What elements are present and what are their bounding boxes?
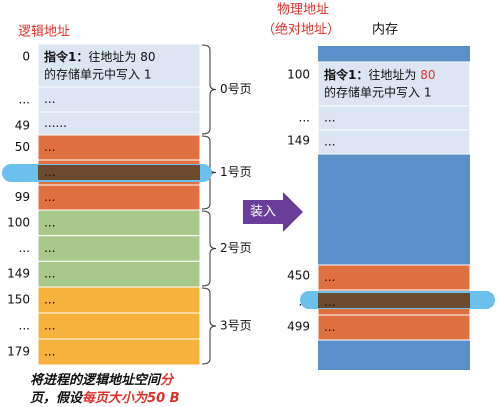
cell-text: ...: [324, 111, 335, 125]
arrow: [243, 192, 303, 232]
instruction-text: 指令1：往地址为 80: [324, 67, 435, 82]
arrow-label: 装入: [250, 205, 276, 220]
address-label: 149: [7, 267, 30, 281]
instruction-text: 的存储单元中写入 1: [324, 85, 431, 100]
address-label: 450: [287, 269, 310, 283]
cell-text: ...: [44, 190, 55, 204]
logical-title: 逻辑地址: [18, 25, 70, 40]
address-label: 149: [287, 134, 310, 148]
physical-title: 物理地址: [277, 3, 329, 18]
caption: 页，假设每页大小为50 B: [30, 390, 180, 406]
page-label: 0号页: [220, 82, 252, 96]
highlight-band: [318, 293, 470, 308]
cell-text: ...: [44, 345, 55, 359]
address-label: 0: [22, 50, 30, 64]
page-label: 3号页: [220, 319, 252, 333]
address-label: ...: [299, 111, 310, 125]
physical-title: （绝对地址）: [262, 22, 340, 38]
address-label: ...: [19, 319, 30, 333]
instruction-part: 往地址为: [368, 67, 420, 82]
cell-text: ...: [44, 241, 55, 255]
memory-cell: [37, 235, 201, 262]
cell-text: ...: [44, 92, 55, 106]
cell-text: ...: [44, 165, 55, 179]
cell-text: ...: [44, 319, 55, 333]
instruction-part: 往地址为: [88, 49, 140, 64]
brace: [201, 210, 217, 287]
address-label: 150: [7, 293, 30, 307]
cell-text: ...: [324, 320, 335, 334]
address-label: 99: [15, 190, 30, 204]
memory-cell: [37, 209, 201, 237]
instruction-part: 80: [420, 68, 435, 82]
memory-cell: [37, 134, 201, 161]
instruction-cell: [37, 43, 201, 88]
memory-cell: [317, 314, 471, 341]
address-label: ...: [19, 241, 30, 255]
memory-cell: [37, 312, 201, 340]
instruction-text: 的存储单元中写入 1: [44, 67, 151, 82]
address-label: 49: [15, 119, 30, 133]
address-label: 100: [7, 215, 30, 229]
memory-cell: [317, 129, 471, 155]
cell-text: ...: [44, 215, 55, 229]
cell-text: ...: [324, 295, 335, 309]
instruction-part: 指令1：: [324, 67, 368, 82]
cell-text: ......: [44, 116, 67, 130]
instruction-text: 指令1：往地址为 80: [44, 49, 155, 64]
page-label: 2号页: [220, 241, 252, 255]
brace: [201, 287, 217, 365]
cell-text: ...: [44, 293, 55, 307]
cell-text: ...: [44, 140, 55, 154]
address-label: 50: [15, 140, 30, 154]
cell-text: ...: [44, 267, 55, 281]
memory-cell: [37, 260, 201, 288]
memory-cell: [317, 264, 471, 291]
brace: [201, 44, 217, 135]
page-label: 1号页: [220, 165, 252, 179]
memory-cell: [37, 286, 201, 314]
caption: 将进程的逻辑地址空间分: [30, 372, 175, 388]
highlight-band: [38, 165, 200, 180]
memory-cell: [317, 105, 471, 131]
memory-cell: [37, 184, 201, 211]
brace: [201, 135, 217, 210]
cell-text: ...: [324, 135, 335, 149]
address-label: 100: [287, 68, 310, 82]
instruction-part: 指令1：: [44, 49, 88, 64]
memory-cell: [37, 338, 201, 366]
address-label: 499: [287, 320, 310, 334]
memory-title: 内存: [372, 22, 398, 38]
memory-cell: [37, 86, 201, 113]
address-label: 179: [7, 345, 30, 359]
instruction-part: 80: [140, 50, 155, 64]
cell-text: ...: [324, 270, 335, 284]
address-label: ...: [19, 93, 30, 107]
